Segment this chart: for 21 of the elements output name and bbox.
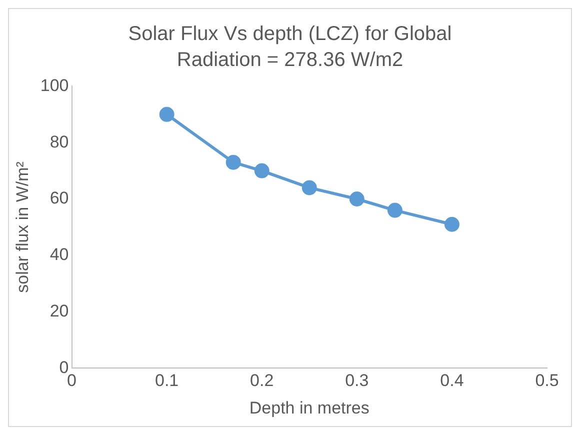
- y-tick-label: 20: [50, 301, 69, 320]
- y-axis-title: solar flux in W/m²: [12, 161, 32, 293]
- y-tick-label: 80: [50, 132, 69, 152]
- y-tick-label: 0: [59, 358, 69, 377]
- point: [302, 180, 317, 196]
- point: [254, 163, 270, 178]
- point: [159, 106, 174, 122]
- point: [226, 154, 241, 170]
- chart-title: Solar Flux Vs depth (LCZ) for Global Radiation = 278.36 W/m2: [127, 22, 453, 73]
- y-tick-label: 60: [50, 188, 69, 208]
- y-tick-label: 100: [40, 76, 69, 95]
- x-tick-label: 0.4: [440, 371, 464, 390]
- point: [349, 192, 364, 206]
- x-tick-label: 0.3: [345, 371, 369, 390]
- x-axis-title: Depth in metres: [249, 398, 370, 418]
- x-tick-label: 0.1: [154, 371, 179, 390]
- point: [387, 202, 402, 218]
- x-tick-label: 0.2: [250, 371, 274, 390]
- point: [444, 216, 460, 232]
- x-tick-label: 0.5: [535, 371, 559, 390]
- y-tick-label: 40: [50, 245, 69, 264]
